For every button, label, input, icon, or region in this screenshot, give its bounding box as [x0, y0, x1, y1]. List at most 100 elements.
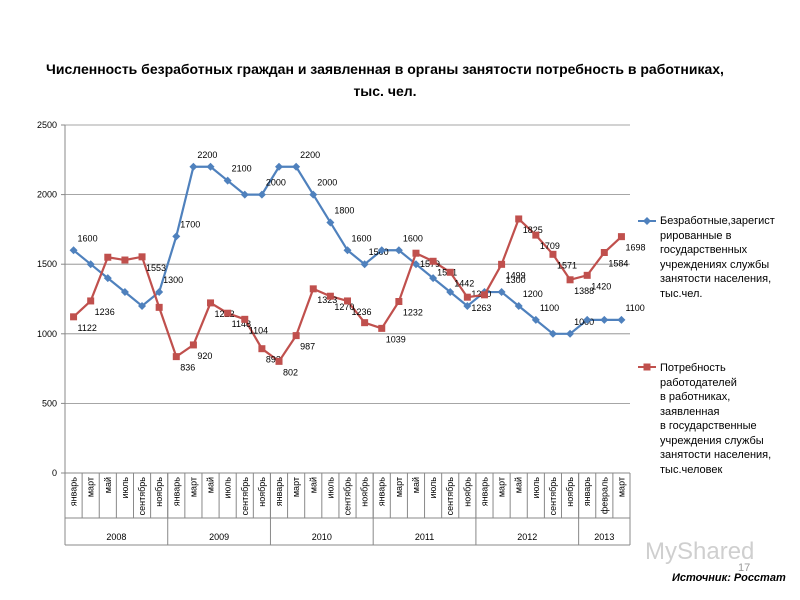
x-tick-label: сентябрь — [445, 477, 455, 516]
data-label: 802 — [283, 367, 298, 377]
y-tick-label: 2000 — [37, 190, 57, 200]
marker — [309, 190, 318, 199]
marker — [394, 246, 403, 255]
marker — [583, 315, 592, 324]
marker — [395, 298, 403, 306]
group-label: 2011 — [415, 532, 434, 542]
data-label: 1700 — [180, 219, 200, 229]
marker — [275, 357, 283, 365]
data-label: 1709 — [540, 241, 560, 251]
data-label: 1323 — [317, 295, 337, 305]
marker — [549, 250, 557, 258]
x-tick-label: май — [411, 477, 421, 493]
x-tick-label: июль — [325, 477, 335, 499]
data-label: 1104 — [249, 325, 268, 335]
x-tick-label: март — [86, 477, 96, 497]
marker — [206, 162, 215, 171]
marker — [69, 246, 78, 255]
data-label: 836 — [180, 363, 195, 373]
x-tick-label: июль — [428, 477, 438, 499]
source: Источник: Росстат — [672, 572, 786, 584]
data-label: 1232 — [403, 308, 423, 318]
marker — [70, 313, 78, 321]
x-tick-label: январь — [377, 477, 387, 507]
data-label: 987 — [300, 342, 315, 352]
x-tick-label: июль — [531, 477, 541, 499]
data-label: 1584 — [608, 259, 628, 269]
data-label: 2200 — [197, 150, 217, 160]
data-label: 1600 — [352, 233, 372, 243]
marker — [600, 249, 608, 257]
marker — [86, 260, 95, 269]
marker — [172, 353, 180, 361]
marker — [480, 291, 488, 299]
x-tick-label: сентябрь — [548, 477, 558, 516]
marker — [360, 260, 369, 269]
marker — [275, 162, 284, 171]
x-tick-label: ноябрь — [462, 477, 472, 507]
marker — [172, 232, 181, 241]
x-tick-label: сентябрь — [137, 477, 147, 516]
data-label: 2100 — [232, 164, 252, 174]
marker — [583, 271, 591, 279]
group-label: 2010 — [312, 532, 332, 542]
y-tick-label: 1000 — [37, 329, 57, 339]
data-label: 1270 — [334, 302, 354, 312]
x-tick-label: март — [616, 477, 626, 497]
marker — [138, 301, 147, 310]
y-tick-label: 500 — [42, 398, 57, 408]
x-tick-label: январь — [69, 477, 79, 507]
data-label: 1263 — [471, 303, 491, 313]
data-label: 1420 — [591, 281, 611, 291]
marker — [121, 256, 129, 264]
x-tick-label: январь — [582, 477, 592, 507]
y-tick-label: 1500 — [37, 259, 57, 269]
x-tick-label: январь — [479, 477, 489, 507]
data-label: 1698 — [625, 243, 645, 253]
marker — [257, 190, 266, 199]
x-tick-label: июль — [223, 477, 233, 499]
marker — [104, 253, 112, 261]
marker — [411, 260, 420, 269]
data-label: 1500 — [369, 247, 389, 257]
data-label: 1039 — [386, 334, 406, 344]
group-label: 2013 — [594, 532, 614, 542]
data-label: 1499 — [506, 270, 526, 280]
data-label: 1200 — [523, 289, 543, 299]
page-number: 17 — [738, 562, 751, 574]
data-label: 1600 — [403, 233, 423, 243]
data-label: 1236 — [95, 307, 115, 317]
marker — [207, 299, 215, 307]
marker — [566, 329, 575, 338]
x-tick-label: ноябрь — [154, 477, 164, 507]
marker — [343, 246, 352, 255]
y-tick-label: 2500 — [37, 120, 57, 130]
data-label: 2000 — [266, 178, 286, 188]
data-label: 1800 — [334, 205, 354, 215]
marker — [412, 249, 420, 257]
marker — [377, 246, 386, 255]
x-tick-label: март — [188, 477, 198, 497]
marker — [600, 315, 609, 324]
marker — [223, 176, 232, 185]
marker — [292, 162, 301, 171]
x-tick-label: май — [308, 477, 318, 493]
legend-entry: Потребность работодателей в работниках, … — [660, 362, 772, 476]
marker — [361, 319, 369, 327]
data-label: 1825 — [523, 225, 543, 235]
data-label: 1000 — [574, 317, 594, 327]
x-tick-label: май — [206, 477, 216, 493]
marker — [531, 315, 540, 324]
marker — [120, 288, 129, 297]
x-tick-label: январь — [274, 477, 284, 507]
x-tick-label: ноябрь — [257, 477, 267, 507]
data-label: 1300 — [163, 275, 183, 285]
marker — [155, 303, 163, 311]
marker — [497, 288, 506, 297]
marker — [138, 253, 146, 261]
marker — [155, 288, 164, 297]
x-tick-label: март — [497, 477, 507, 497]
marker — [548, 329, 557, 338]
